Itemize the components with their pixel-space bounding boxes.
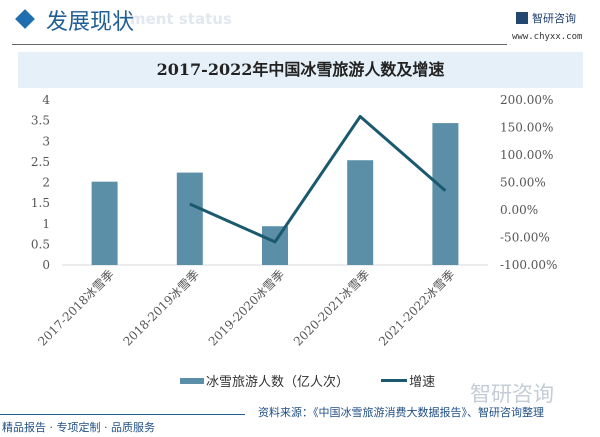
- legend-bar-swatch: [180, 377, 204, 384]
- y-left-tick-label: 0: [42, 258, 50, 272]
- logo-icon: [516, 12, 528, 24]
- footer-divider: [0, 414, 245, 415]
- header-divider: [12, 44, 507, 45]
- footer-source: 资料来源：《中国冰雪旅游消费大数据报告》、智研咨询整理: [258, 406, 544, 419]
- bar: [262, 226, 288, 265]
- logo-name: 智研咨询: [532, 12, 576, 25]
- bar: [432, 123, 459, 265]
- y-left-tick-label: 1.5: [31, 196, 50, 210]
- y-right-tick-label: 50.00%: [500, 176, 546, 190]
- logo-url: www.chyxx.com: [512, 32, 583, 42]
- legend-line-label: 增速: [409, 375, 436, 390]
- x-tick-label: 2020-2021冰雪季: [291, 267, 372, 348]
- x-tick-label: 2019-2020冰雪季: [206, 267, 287, 348]
- y-right-tick-label: 150.00%: [500, 121, 553, 135]
- brand-logo: 智研咨询: [516, 10, 576, 26]
- bar: [176, 172, 203, 265]
- bar: [347, 160, 374, 265]
- y-right-tick-label: 0.00%: [500, 203, 538, 217]
- chart-title: 2017-2022年中国冰雪旅游人数及增速: [18, 52, 583, 88]
- y-left-tick-label: 2.5: [31, 155, 50, 169]
- y-left-tick-label: 3: [42, 134, 50, 148]
- y-left-tick-label: 2: [42, 176, 50, 190]
- y-left-tick-label: 0.5: [31, 237, 50, 251]
- footer-tagline: 精品报告 · 专项定制 · 品质服务: [2, 421, 155, 434]
- y-left-tick-label: 3.5: [31, 114, 50, 128]
- header-ghost-text: ment status: [130, 10, 232, 28]
- y-right-tick-label: 100.00%: [500, 148, 553, 162]
- y-right-tick-label: -50.00%: [500, 231, 550, 245]
- x-tick-label: 2017-2018冰雪季: [35, 267, 116, 348]
- legend-line-swatch: [381, 379, 408, 382]
- watermark-logo: 智研咨询: [470, 382, 554, 406]
- legend-bar-label: 冰雪旅游人数（亿人次）: [206, 375, 350, 390]
- y-right-tick-label: 200.00%: [500, 93, 553, 107]
- x-tick-label: 2021-2022冰雪季: [376, 267, 457, 348]
- y-left-tick-label: 1: [42, 217, 50, 231]
- page-title: 发展现状: [46, 10, 135, 35]
- y-right-tick-label: -100.00%: [500, 258, 557, 272]
- growth-line: [189, 115, 447, 244]
- y-left-tick-label: 4: [42, 93, 50, 107]
- chart: 0 0.5 1 1.5 2 2.5 3 3.5 4 -100.00% -50.00% 0.00% 50.…: [31, 93, 558, 349]
- bar: [91, 181, 118, 265]
- legend: 冰雪旅游人数（亿人次） 增速: [180, 371, 435, 390]
- x-tick-label: 2018-2019冰雪季: [121, 267, 202, 348]
